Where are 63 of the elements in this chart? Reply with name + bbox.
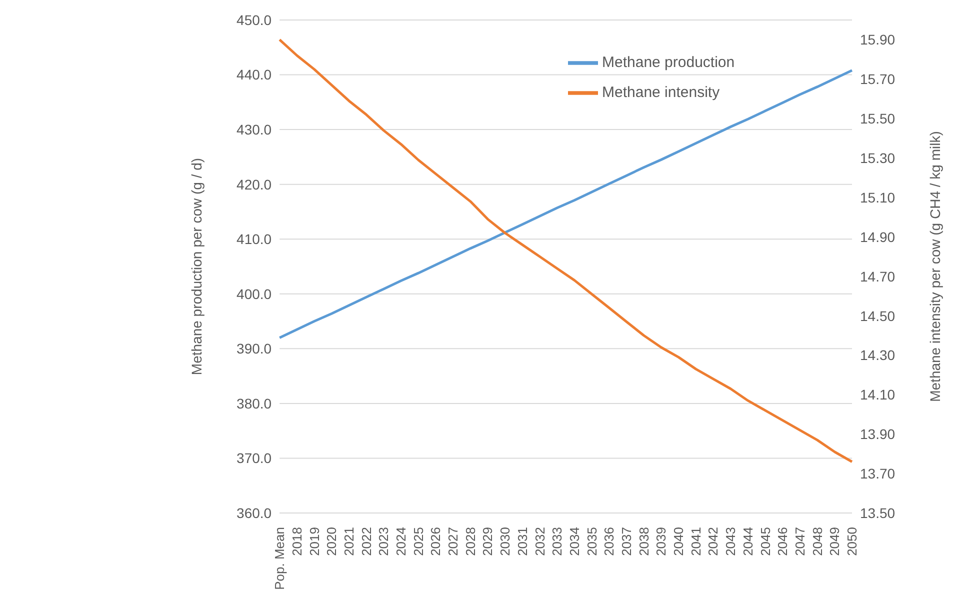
x-tick-label: 2030 [498,527,513,556]
x-tick-label: 2020 [324,527,340,556]
legend-label: Methane intensity [602,84,720,101]
x-tick-label: 2032 [532,527,548,556]
x-tick-label: 2049 [827,527,842,556]
x-tick-label: Pop. Mean [272,527,288,590]
x-tick-label: 2033 [550,527,565,556]
y-tick-label: 390.0 [236,340,272,357]
x-tick-label: 2029 [480,527,496,556]
y-tick-label: 450.0 [236,12,272,28]
x-tick-label: 2019 [306,527,322,556]
y2-tick-label: 13.70 [860,466,896,482]
y2-tick-label: 15.10 [860,189,896,206]
x-tick-label: 2023 [376,527,392,556]
x-tick-label: 2037 [619,527,634,556]
x-tick-label: 2026 [428,527,444,556]
x-tick-label: 2027 [446,527,461,556]
x-tick-label: 2038 [636,527,652,556]
y2-tick-label: 14.90 [860,228,896,245]
y-tick-label: 430.0 [236,122,272,138]
y2-tick-label: 15.70 [860,71,896,88]
x-tick-label: 2018 [289,527,304,556]
y2-tick-label: 14.50 [860,308,896,324]
x-tick-label: 2039 [654,527,669,556]
x-tick-label: 2041 [688,527,704,556]
y2-tick-label: 15.30 [860,150,896,166]
y-tick-label: 440.0 [236,66,272,83]
y2-tick-label: 14.10 [860,386,896,403]
x-tick-label: 2025 [410,527,426,556]
y-tick-label: 380.0 [236,395,272,412]
x-tick-label: 2034 [566,527,582,556]
x-tick-label: 2040 [671,527,686,556]
x-tick-label: 2035 [584,527,600,556]
x-tick-label: 2021 [341,527,356,556]
x-tick-label: 2028 [462,527,478,556]
line-series [278,38,854,463]
x-tick-label: 2031 [514,527,530,556]
y2-tick-label: 13.90 [860,426,896,442]
x-tick-label: 2050 [844,527,860,556]
x-tick-label: 2044 [740,527,756,556]
x-tick-label: 2043 [723,527,738,556]
x-tick-label: 2046 [775,527,790,556]
y-tick-label: 410.0 [236,231,272,248]
x-tick-label: 2024 [394,527,409,556]
y-tick-label: 370.0 [236,450,272,466]
x-tick-label: 2042 [706,527,721,556]
y2-tick-label: 14.30 [860,347,896,364]
y-tick-label: 360.0 [236,504,272,521]
y2-axis-title: Methane intensity per cow (g CH4 / kg milk) [926,131,943,402]
y-axis-title: Methane production per cow (g / d) [188,158,205,376]
y-tick-label: 400.0 [236,286,272,302]
legend-label: Methane production [602,54,735,71]
x-tick-label: 2048 [810,527,825,556]
y2-tick-label: 15.50 [860,110,896,127]
x-tick-label: 2036 [602,527,617,556]
x-tick-label: 2045 [758,527,773,556]
y2-tick-label: 15.90 [860,32,896,48]
x-tick-label: 2047 [792,527,808,556]
line-series [278,69,854,339]
y-tick-label: 420.0 [236,176,272,192]
y2-tick-label: 13.50 [860,504,896,521]
y2-tick-label: 14.70 [860,268,896,284]
x-tick-label: 2022 [358,527,374,556]
